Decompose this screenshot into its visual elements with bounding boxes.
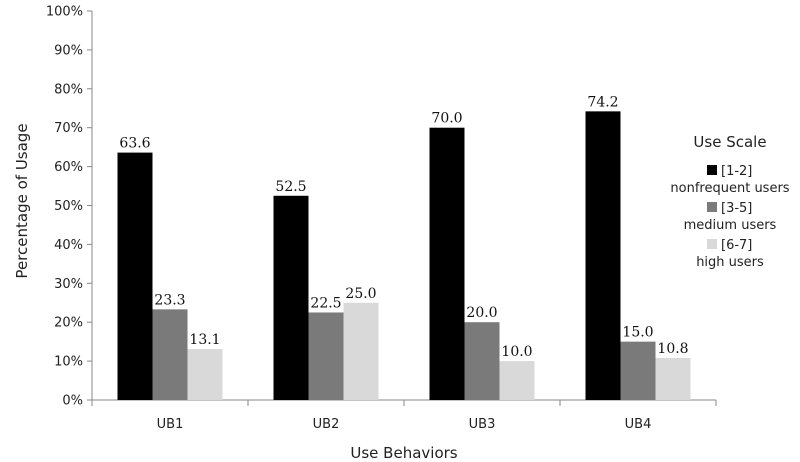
x-tick-label: UB1 [157, 417, 184, 432]
bars [117, 111, 691, 400]
y-tick-label: 30% [54, 277, 83, 292]
bar [655, 357, 691, 400]
y-tick-label: 20% [54, 316, 83, 331]
bar [273, 195, 309, 400]
bar [187, 349, 223, 400]
data-label: 22.5 [310, 295, 341, 311]
bar [152, 309, 188, 400]
legend-title: Use Scale [693, 133, 766, 151]
bar [308, 312, 344, 400]
legend-swatch [707, 239, 717, 249]
legend-sublabel: high users [696, 255, 764, 270]
data-label: 23.3 [154, 292, 185, 308]
x-axis: UB1 UB2 UB3 UB4 [91, 399, 717, 432]
data-label: 10.8 [657, 341, 688, 357]
y-tick-label: 0% [62, 394, 83, 409]
data-label: 25.0 [345, 286, 376, 302]
data-label: 15.0 [622, 325, 653, 341]
y-tick-label: 60% [54, 160, 83, 175]
bar [117, 152, 153, 400]
legend-sublabel: nonfrequent users [670, 181, 789, 196]
bar [429, 127, 465, 400]
data-label: 52.5 [275, 179, 306, 195]
y-tick-label: 40% [54, 238, 83, 253]
y-tick-label: 100% [46, 5, 83, 20]
x-tick-label: UB2 [313, 417, 340, 432]
x-tick-label: UB3 [469, 417, 496, 432]
y-tick-label: 10% [54, 355, 83, 370]
legend-label: [3-5] [721, 201, 752, 216]
legend-label: [1-2] [721, 164, 752, 179]
y-tick-label: 70% [54, 121, 83, 136]
data-label: 74.2 [587, 94, 618, 110]
y-tick-label: 80% [54, 82, 83, 97]
bar [343, 302, 379, 400]
y-axis: 0% 10% 20% 30% 40% 50% 60% 70% 80% 90% 100% [46, 5, 93, 409]
y-axis-title: Percentage of Usage [13, 123, 31, 278]
x-tick-label: UB4 [625, 417, 652, 432]
data-label: 13.1 [189, 332, 220, 348]
bar [464, 322, 500, 400]
data-label: 10.0 [501, 344, 532, 360]
y-tick-label: 90% [54, 43, 83, 58]
data-label: 70.0 [431, 111, 462, 127]
data-label: 63.6 [119, 136, 150, 152]
bar [585, 111, 621, 400]
bar [620, 341, 656, 400]
legend-sublabel: medium users [684, 218, 777, 233]
legend-swatch [707, 202, 717, 212]
bar [499, 361, 535, 400]
x-axis-title: Use Behaviors [350, 444, 457, 462]
data-label: 20.0 [466, 305, 497, 321]
data-labels: 63.6 52.5 70.0 74.2 23.3 22.5 20.0 15.0 13.1 25.0… [119, 94, 688, 360]
y-tick-label: 50% [54, 199, 83, 214]
legend-swatch [707, 165, 717, 175]
legend: Use Scale [1-2] nonfrequent users [3-5] med… [670, 133, 789, 270]
legend-label: [6-7] [721, 238, 752, 253]
